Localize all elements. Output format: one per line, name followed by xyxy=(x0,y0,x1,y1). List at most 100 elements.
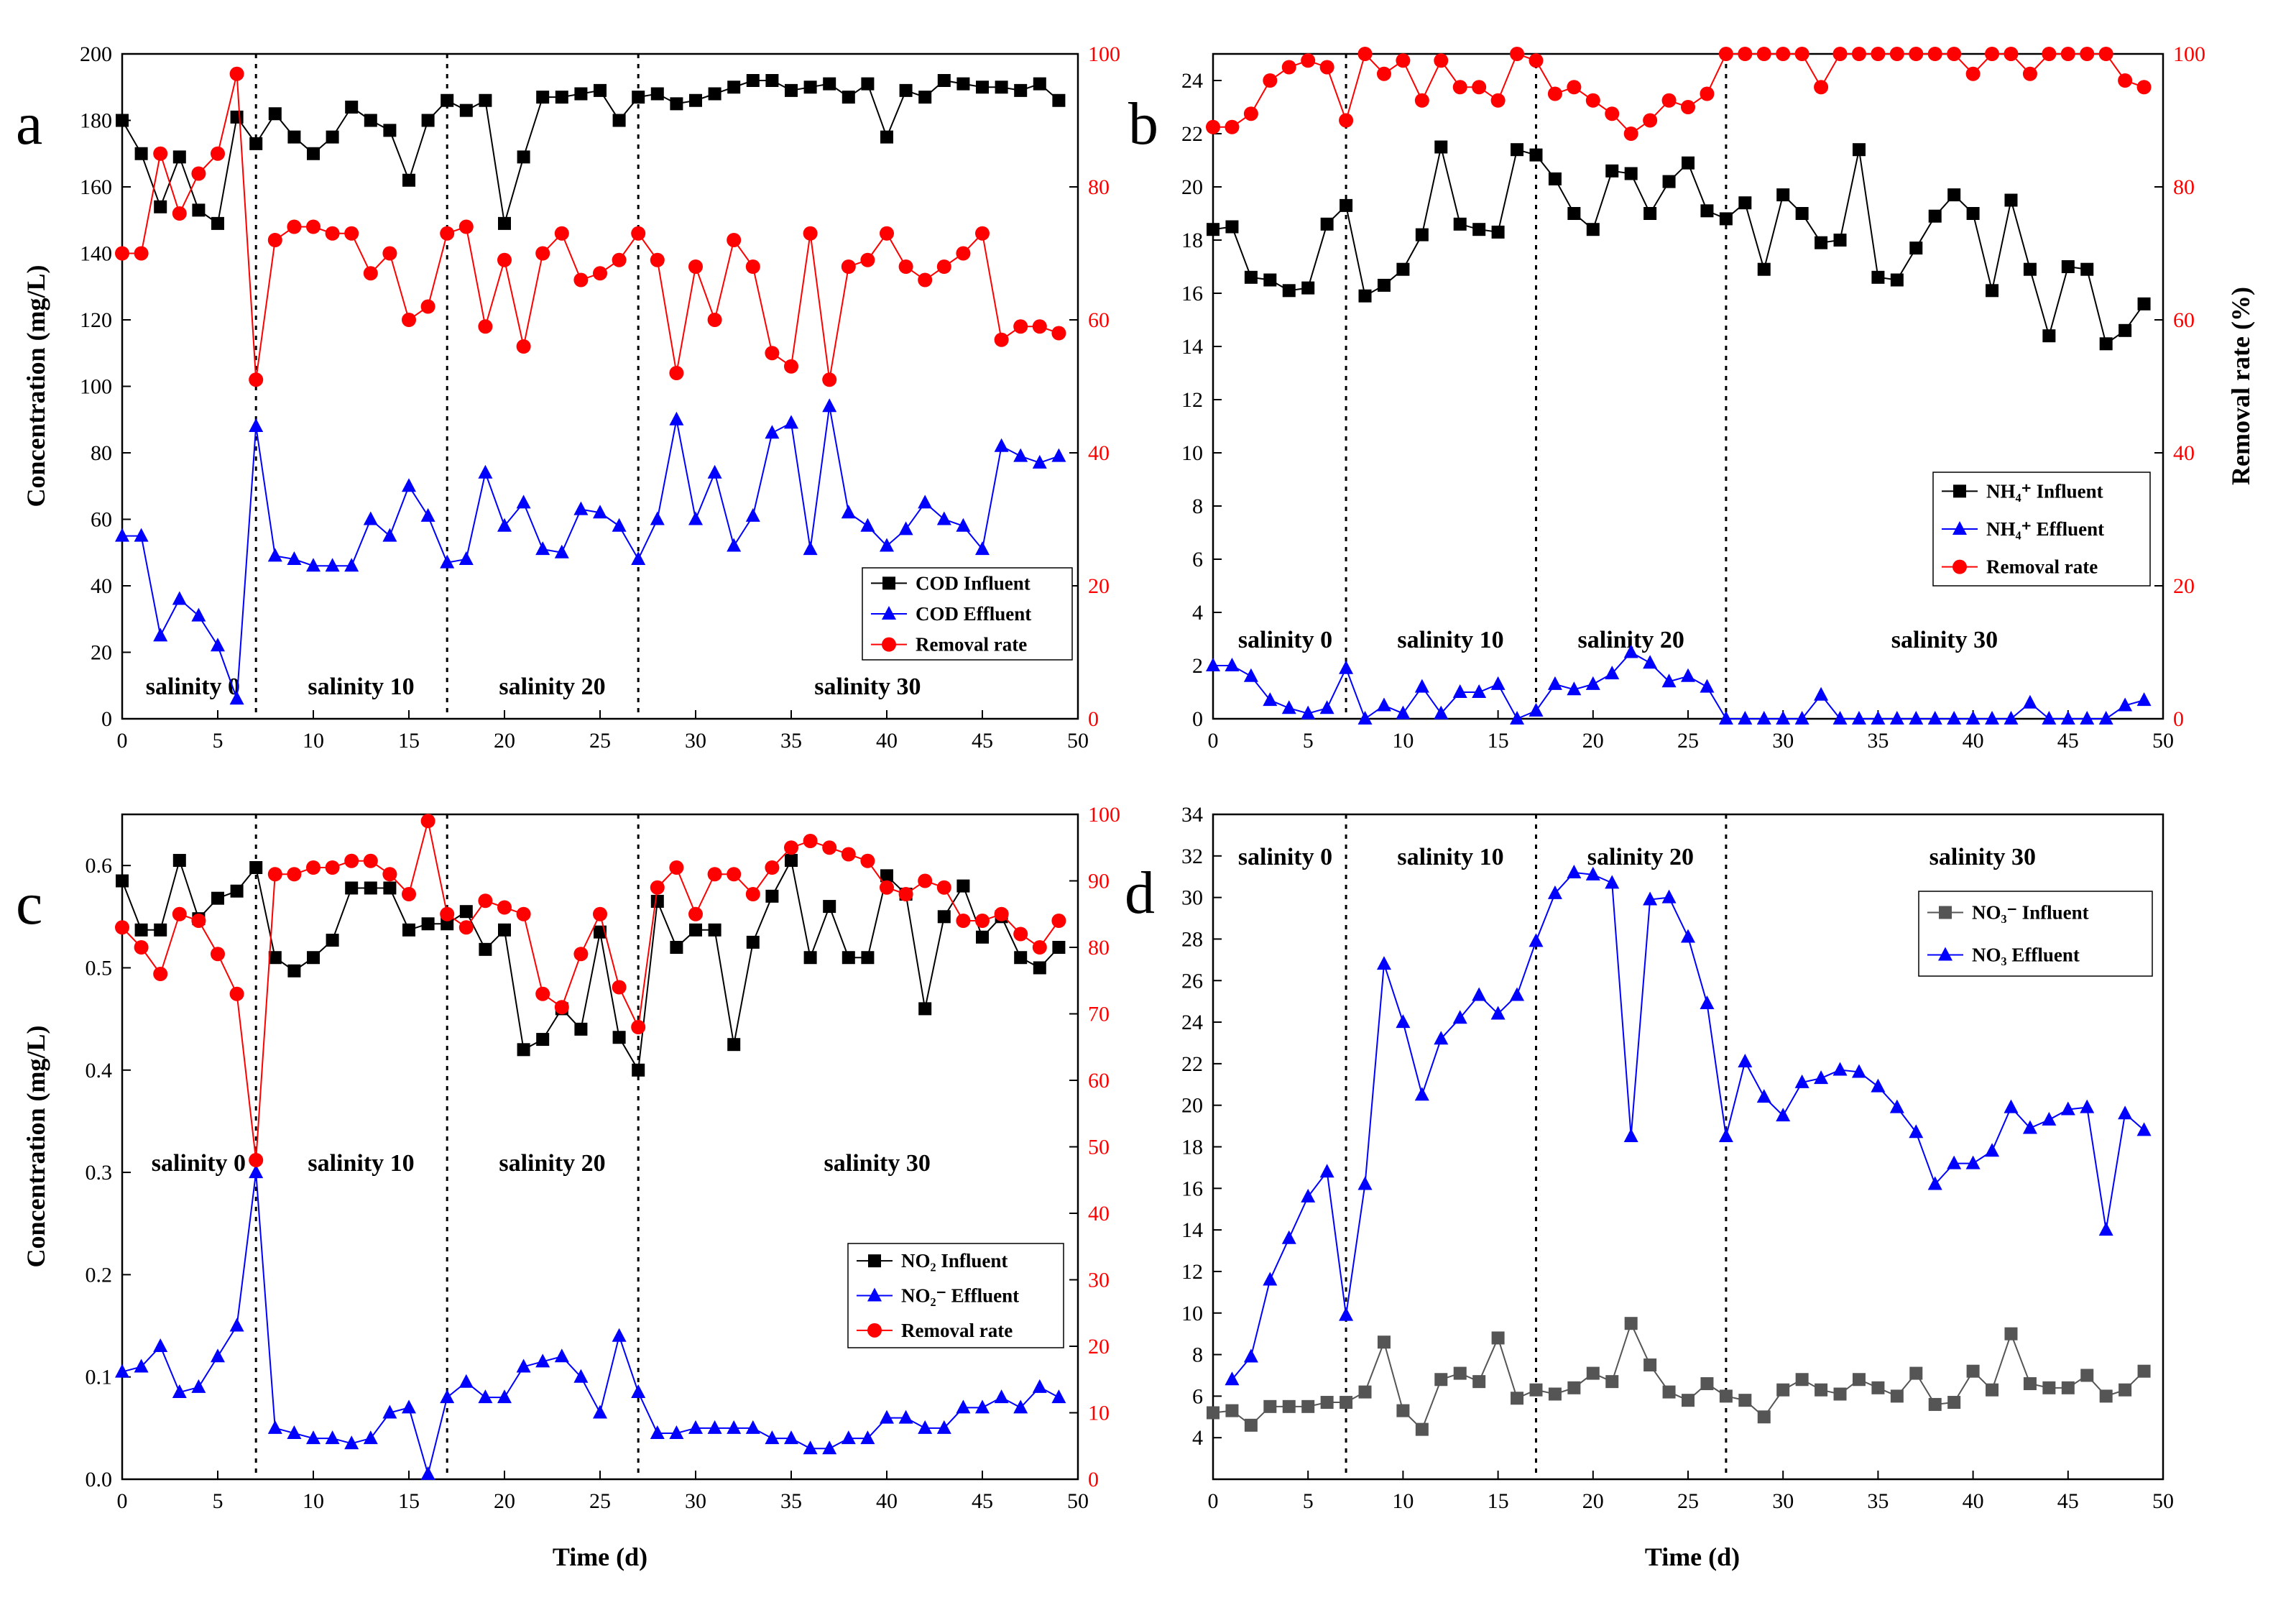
panel-c-data-point xyxy=(574,1022,588,1036)
panel-b-data-point xyxy=(2080,262,2094,276)
panel-b-y-right-tick-label: 60 xyxy=(2173,308,2195,332)
panel-a-data-point xyxy=(402,313,416,327)
panel-b-x-tick-label: 10 xyxy=(1392,729,1414,753)
panel-b-data-point xyxy=(1357,711,1373,725)
panel-b-legend-label: NH₄⁺ Influent xyxy=(1986,480,2103,502)
panel-b-data-point xyxy=(1909,711,1924,725)
panel-b-frame xyxy=(1212,52,2164,720)
panel-b-data-point xyxy=(1718,47,1733,61)
panel-a-data-point xyxy=(287,219,302,234)
panel-a-data-point xyxy=(306,558,321,572)
panel-b-data-point xyxy=(2022,66,2037,81)
panel-b-data-point xyxy=(1547,676,1562,690)
panel-d-x-tick-label: 35 xyxy=(1867,1489,1889,1513)
panel-a-data-point xyxy=(785,83,798,97)
panel-b-data-point xyxy=(1643,113,1658,128)
panel-c-data-point xyxy=(727,1038,741,1052)
panel-d-x-tick-label: 10 xyxy=(1392,1489,1414,1513)
panel-c-data-point xyxy=(918,1002,932,1016)
panel-b-letter: b xyxy=(1128,91,1158,157)
panel-a-series-line xyxy=(122,73,1059,380)
panel-c-data-point xyxy=(612,1031,626,1044)
panel-c-data-point xyxy=(823,900,836,914)
panel-b-data-point xyxy=(1890,273,1904,287)
panel-c-data-point xyxy=(860,1430,875,1445)
panel-b-data-point xyxy=(1776,188,1790,202)
panel-d-data-point xyxy=(1376,956,1391,970)
panel-b-phase-label: salinity 10 xyxy=(1397,627,1503,653)
panel-b-data-point xyxy=(1319,700,1334,714)
panel-c-x-tick-label: 5 xyxy=(213,1489,223,1513)
panel-b-data-point xyxy=(2136,80,2152,95)
panel-b-data-point xyxy=(1396,262,1410,276)
panel-a-data-point xyxy=(364,114,377,127)
panel-d-letter: d xyxy=(1125,860,1155,927)
panel-d-data-point xyxy=(1243,1348,1258,1363)
panel-c-data-point xyxy=(612,1328,627,1342)
panel-b-x-tick-label: 40 xyxy=(1963,729,1984,753)
panel-d-data-point xyxy=(2136,1122,2152,1136)
panel-b-phase-label: salinity 0 xyxy=(1238,627,1332,653)
panel-c-data-point xyxy=(822,1440,837,1455)
panel-c-y-right-tick-label: 10 xyxy=(1088,1402,1110,1425)
panel-a-data-point xyxy=(975,541,990,556)
panel-c-data-point xyxy=(249,1153,264,1167)
panel-a-y-axis-title: Concentration (mg/L) xyxy=(22,265,50,507)
panel-b-y-tick-label: 0 xyxy=(1192,707,1203,731)
panel-c-data-point xyxy=(1052,941,1066,954)
panel-b-x-tick-label: 45 xyxy=(2057,729,2079,753)
panel-c-data-point xyxy=(593,1404,607,1419)
panel-a-data-point xyxy=(554,226,569,241)
panel-d-data-point xyxy=(1547,885,1562,899)
panel-a-data-point xyxy=(631,226,646,241)
panel-c-y-right-tick-label: 90 xyxy=(1088,870,1110,893)
panel-d-data-point xyxy=(1928,1397,1942,1411)
panel-b-data-point xyxy=(1757,262,1771,276)
panel-b-data-point xyxy=(1529,53,1544,68)
panel-c-y-tick-label: 0.0 xyxy=(86,1468,113,1491)
panel-b-data-point xyxy=(1529,148,1543,162)
panel-c-data-point xyxy=(516,1358,531,1373)
panel-b-data-point xyxy=(1434,705,1449,719)
panel-a-data-point xyxy=(517,150,530,164)
panel-b-data-point xyxy=(2098,711,2113,725)
panel-b-y-right-tick-label: 100 xyxy=(2173,42,2205,66)
panel-b-data-point xyxy=(2042,47,2057,61)
panel-b-y-tick-label: 18 xyxy=(1181,229,1203,252)
panel-d-data-point xyxy=(1377,1335,1391,1349)
panel-a-data-point xyxy=(382,246,397,261)
panel-a-data-point xyxy=(478,319,493,334)
panel-c-data-point xyxy=(211,1348,225,1363)
panel-c-data-point xyxy=(498,923,511,937)
panel-a-data-point xyxy=(745,507,760,522)
panel-c-x-tick-label: 35 xyxy=(780,1489,802,1513)
panel-a-data-point xyxy=(382,528,397,542)
panel-d-y-tick-label: 26 xyxy=(1181,969,1203,993)
panel-b-data-point xyxy=(1814,80,1829,95)
panel-b-data-point xyxy=(1567,207,1581,220)
panel-b-data-point xyxy=(1491,225,1505,239)
panel-c-data-point xyxy=(689,923,702,937)
panel-c-data-point xyxy=(1014,951,1028,965)
panel-b-data-point xyxy=(1414,93,1429,108)
panel-d-data-point xyxy=(2042,1111,2057,1126)
panel-a-data-point xyxy=(936,259,951,274)
panel-c-data-point xyxy=(134,923,148,937)
panel-c-legend-swatch-marker xyxy=(868,1254,881,1268)
panel-c-data-point xyxy=(803,834,818,848)
panel-d-data-point xyxy=(2098,1222,2113,1236)
panel-c-x-tick-label: 50 xyxy=(1067,1489,1089,1513)
panel-a-data-point xyxy=(420,507,435,522)
panel-d-data-point xyxy=(1340,1396,1353,1410)
panel-d-data-point xyxy=(1852,1373,1866,1387)
panel-b-y-tick-label: 22 xyxy=(1181,122,1203,146)
panel-a-data-point xyxy=(535,541,550,556)
panel-a-legend-swatch-marker xyxy=(882,637,896,652)
panel-a-data-point xyxy=(689,93,702,107)
panel-a-data-point xyxy=(134,528,149,542)
panel-c-legend-swatch-marker xyxy=(867,1323,882,1338)
panel-a-y-right-tick-label: 0 xyxy=(1088,707,1099,731)
panel-c-data-point xyxy=(287,1425,302,1439)
panel-c-y-tick-label: 0.4 xyxy=(86,1059,113,1082)
panel-d-data-point xyxy=(1529,933,1544,947)
